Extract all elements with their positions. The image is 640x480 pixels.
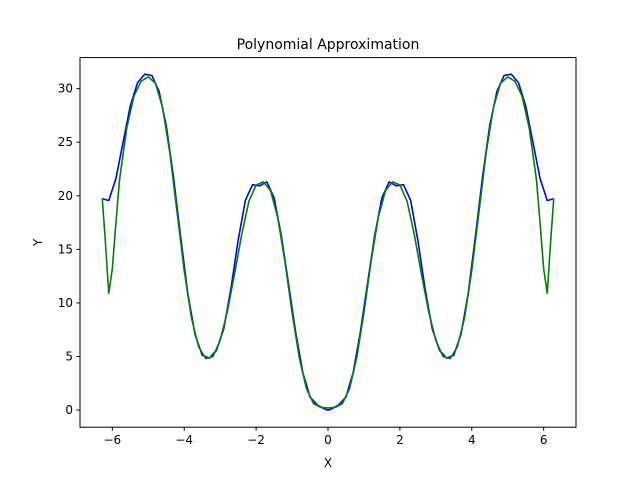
- x-tick-label: −6: [103, 433, 121, 447]
- y-axis-label: Y: [31, 238, 45, 247]
- y-tick-label: 30: [58, 82, 73, 96]
- chart-title: Polynomial Approximation: [237, 37, 420, 53]
- x-tick-label: 4: [468, 433, 476, 447]
- plot-frame: [79, 57, 577, 428]
- y-tick-label: 20: [58, 189, 73, 203]
- y-tick-label: 25: [58, 135, 73, 149]
- y-tick-label: 10: [58, 296, 73, 310]
- y-tick-label: 5: [65, 349, 73, 363]
- x-tick-label: −4: [175, 433, 193, 447]
- x-tick-label: 0: [324, 433, 332, 447]
- x-axis-label: X: [324, 456, 332, 470]
- y-tick-label: 0: [65, 403, 73, 417]
- y-tick-label: 15: [58, 242, 73, 256]
- series-line-2: [101, 76, 555, 409]
- x-tick-label: −2: [247, 433, 265, 447]
- x-tick-label: 2: [396, 433, 404, 447]
- x-tick-label: 6: [540, 433, 548, 447]
